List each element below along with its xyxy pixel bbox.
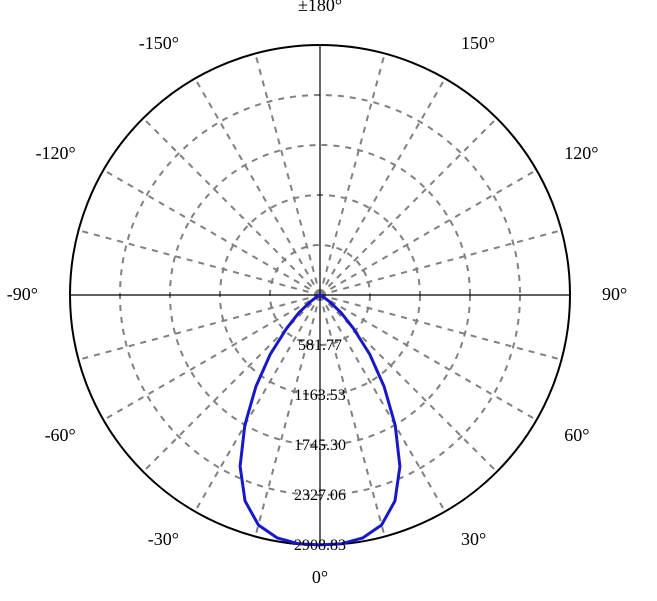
angle-label: 60° bbox=[564, 425, 589, 445]
grid-spoke bbox=[320, 54, 385, 295]
grid-spoke bbox=[320, 78, 445, 295]
angle-label: -90° bbox=[7, 284, 38, 304]
angle-label: 150° bbox=[461, 33, 495, 53]
angle-label: 30° bbox=[461, 529, 486, 549]
angle-label: -60° bbox=[45, 425, 76, 445]
grid-spoke bbox=[79, 230, 320, 295]
angle-label: 90° bbox=[602, 284, 627, 304]
grid-spoke bbox=[103, 295, 320, 420]
angle-label: -120° bbox=[36, 143, 76, 163]
grid-spoke bbox=[143, 118, 320, 295]
angle-label: 120° bbox=[564, 143, 598, 163]
grid-spoke bbox=[103, 170, 320, 295]
grid-spoke bbox=[320, 295, 537, 420]
angle-label: 0° bbox=[312, 567, 328, 587]
grid-spoke bbox=[79, 295, 320, 360]
grid-spoke bbox=[320, 170, 537, 295]
angle-label: -150° bbox=[139, 33, 179, 53]
grid-spoke bbox=[255, 54, 320, 295]
ring-label: 1745.30 bbox=[294, 437, 346, 454]
grid-spoke bbox=[320, 118, 497, 295]
grid-spoke bbox=[320, 230, 561, 295]
grid-spoke bbox=[320, 295, 561, 360]
angle-label: ±180° bbox=[298, 0, 342, 15]
ring-label: 2327.06 bbox=[294, 487, 346, 504]
grid-spoke bbox=[195, 78, 320, 295]
angle-label: -30° bbox=[148, 529, 179, 549]
ring-label: 1163.53 bbox=[294, 387, 345, 404]
polar-chart-svg: 581.77 1163.53 1745.30 2327.06 2908.83 0° 30° 6… bbox=[0, 0, 657, 601]
polar-chart-container: 581.77 1163.53 1745.30 2327.06 2908.83 0° 30° 6… bbox=[0, 0, 657, 601]
ring-label: 581.77 bbox=[298, 337, 342, 354]
ring-label: 2908.83 bbox=[294, 537, 346, 554]
